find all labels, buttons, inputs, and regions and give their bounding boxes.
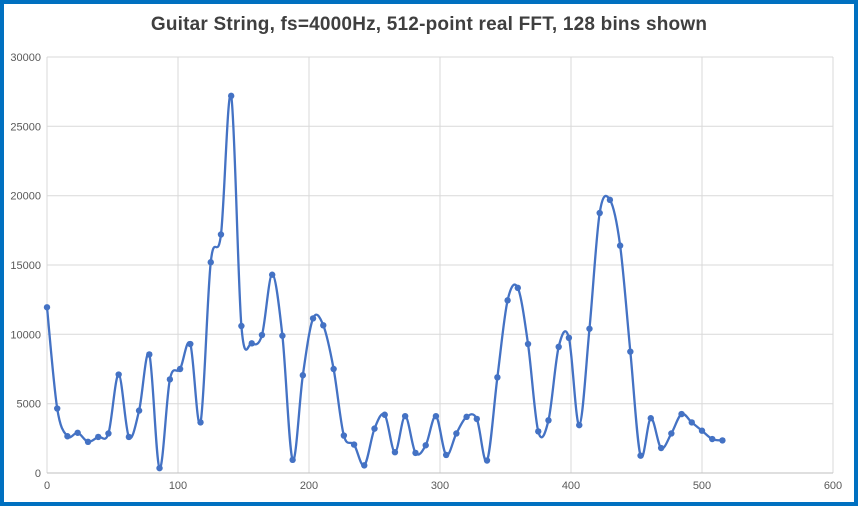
- data-point: [176, 365, 184, 373]
- x-tick-label: 100: [169, 480, 187, 492]
- data-point: [668, 430, 675, 437]
- y-tick-label: 5000: [17, 399, 41, 411]
- data-point: [657, 444, 665, 452]
- data-point: [361, 462, 368, 469]
- data-point: [453, 430, 460, 437]
- data-point: [647, 415, 654, 422]
- data-point: [719, 437, 726, 444]
- data-point: [627, 348, 634, 355]
- data-point: [227, 92, 235, 100]
- data-point: [115, 371, 122, 378]
- data-point: [105, 430, 112, 437]
- x-tick-label: 200: [300, 480, 318, 492]
- data-point: [678, 410, 685, 418]
- data-point: [197, 419, 204, 426]
- data-point: [279, 332, 286, 339]
- data-point: [504, 297, 511, 304]
- data-point: [166, 376, 174, 383]
- data-point: [156, 464, 163, 472]
- y-tick-label: 30000: [10, 52, 41, 64]
- data-point: [586, 325, 593, 332]
- data-point: [698, 427, 706, 434]
- y-tick-label: 15000: [10, 260, 41, 272]
- x-tick-label: 300: [431, 480, 449, 492]
- data-point: [545, 417, 552, 424]
- data-point: [217, 231, 225, 238]
- data-point: [299, 372, 307, 379]
- data-point: [422, 442, 429, 449]
- data-point: [381, 411, 388, 418]
- data-point: [494, 374, 501, 381]
- x-tick-label: 600: [824, 480, 842, 492]
- data-point: [64, 433, 71, 440]
- data-point: [412, 449, 419, 457]
- data-point: [371, 425, 378, 432]
- data-point: [576, 421, 583, 429]
- data-point: [514, 284, 522, 292]
- data-point: [289, 456, 296, 464]
- chart-title: Guitar String, fs=4000Hz, 512-point real…: [150, 14, 708, 35]
- data-point: [268, 271, 276, 278]
- data-point: [207, 259, 214, 266]
- data-point: [146, 351, 153, 358]
- data-point: [616, 242, 624, 249]
- data-point: [432, 412, 440, 420]
- data-point: [596, 209, 603, 217]
- data-point: [238, 322, 245, 330]
- data-point: [248, 340, 255, 347]
- y-tick-label: 20000: [10, 191, 41, 203]
- y-tick-label: 25000: [10, 121, 41, 133]
- data-point: [95, 433, 102, 441]
- data-point: [391, 449, 399, 456]
- data-point: [463, 413, 470, 421]
- data-point: [340, 432, 348, 439]
- x-tick-label: 500: [693, 480, 711, 492]
- data-point: [258, 331, 266, 339]
- data-point: [350, 441, 358, 448]
- data-point: [473, 415, 481, 423]
- data-point: [401, 412, 409, 420]
- data-point: [709, 435, 716, 443]
- fft-magnitude-chart: 0 5000 10000 15000 20000 25000 30000 0 100 200 300…: [10, 52, 842, 492]
- data-point: [43, 304, 51, 311]
- data-point: [125, 433, 133, 441]
- data-point: [135, 407, 143, 414]
- data-point: [688, 419, 695, 426]
- data-point: [606, 196, 614, 204]
- data-point: [330, 365, 337, 373]
- data-point: [555, 343, 562, 351]
- x-tick-label: 0: [44, 480, 50, 492]
- data-point: [535, 428, 542, 435]
- y-tick-label: 10000: [10, 329, 41, 341]
- series-line: [45, 93, 724, 470]
- x-tick-label: 400: [562, 480, 580, 492]
- data-point: [637, 452, 644, 459]
- data-point: [84, 438, 92, 445]
- data-point: [187, 340, 194, 348]
- y-tick-label: 0: [35, 468, 41, 480]
- data-point: [309, 315, 317, 322]
- data-point: [442, 451, 450, 459]
- data-point: [54, 405, 61, 412]
- data-point: [74, 429, 81, 436]
- data-point: [483, 457, 491, 464]
- data-point: [320, 322, 327, 329]
- data-point: [565, 334, 573, 341]
- data-point: [524, 340, 532, 348]
